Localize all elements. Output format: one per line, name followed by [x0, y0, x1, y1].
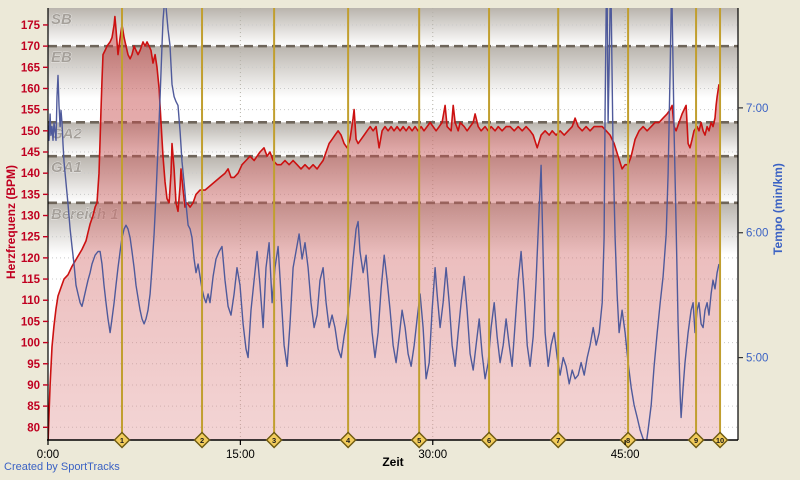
- pace-tick-label: 6:00: [746, 228, 768, 240]
- km-marker-diamond[interactable]: [711, 431, 729, 449]
- pace-tick-label: 7:00: [746, 103, 768, 115]
- hr-tick-label: 105: [21, 316, 41, 328]
- hr-tick-label: 130: [21, 211, 40, 223]
- hr-tick-label: 95: [27, 359, 40, 371]
- km-marker-diamond[interactable]: [687, 431, 705, 449]
- hr-tick-label: 90: [27, 380, 40, 392]
- pace-tick-label: 5:00: [746, 353, 768, 365]
- time-tick-label: 45:00: [611, 449, 640, 461]
- hr-tick-label: 85: [27, 401, 40, 413]
- zone-band: [48, 8, 738, 47]
- km-marker-number: 9: [694, 436, 698, 445]
- hr-tick-label: 100: [21, 338, 40, 350]
- zone-label: GA1: [51, 159, 82, 176]
- hr-line: [48, 15, 720, 440]
- km-marker-diamond[interactable]: [480, 431, 498, 449]
- km-marker-number: 5: [417, 436, 421, 445]
- hr-tick-label: 165: [21, 62, 41, 74]
- pace-line: [48, 8, 720, 440]
- hr-tick-label: 135: [21, 189, 41, 201]
- hr-tick-label: 145: [21, 147, 41, 159]
- hr-tick-label: 160: [21, 83, 40, 95]
- km-marker-number: 6: [487, 436, 491, 445]
- hr-tick-label: 115: [21, 274, 40, 286]
- zone-label: EB: [51, 49, 72, 66]
- hr-area: [48, 16, 719, 440]
- km-marker-number: 3: [272, 436, 276, 445]
- km-marker-diamond[interactable]: [549, 431, 567, 449]
- hr-tick-label: 120: [21, 253, 40, 265]
- time-tick-label: 30:00: [418, 449, 447, 461]
- hr-tick-label: 125: [21, 232, 41, 244]
- km-marker-diamond[interactable]: [265, 431, 283, 449]
- time-tick-label: 15:00: [226, 449, 255, 461]
- km-marker-number: 2: [200, 436, 204, 445]
- hr-tick-label: 140: [21, 168, 40, 180]
- hr-tick-label: 80: [27, 422, 40, 434]
- zone-band: [48, 46, 738, 99]
- km-marker-number: 4: [346, 436, 351, 445]
- hr-tick-label: 110: [21, 295, 40, 307]
- hr-tick-label: 175: [21, 20, 41, 32]
- km-marker-number: 1: [120, 436, 124, 445]
- km-marker-diamond[interactable]: [113, 431, 131, 449]
- hr-tick-label: 150: [21, 126, 40, 138]
- km-marker-diamond[interactable]: [339, 431, 357, 449]
- km-marker-number: 7: [556, 436, 560, 445]
- zone-label: GA2: [51, 125, 83, 142]
- km-marker-number: 8: [626, 436, 630, 445]
- hr-tick-label: 155: [21, 105, 41, 117]
- time-tick-label: 0:00: [37, 449, 59, 461]
- km-marker-diamond[interactable]: [193, 431, 211, 449]
- hr-tick-label: 170: [21, 41, 40, 53]
- km-marker-diamond[interactable]: [619, 431, 637, 449]
- km-marker-diamond[interactable]: [410, 431, 428, 449]
- zone-label: SB: [51, 11, 72, 28]
- sporttracks-watermark: Created by SportTracks: [4, 461, 120, 473]
- km-marker-number: 10: [716, 436, 724, 445]
